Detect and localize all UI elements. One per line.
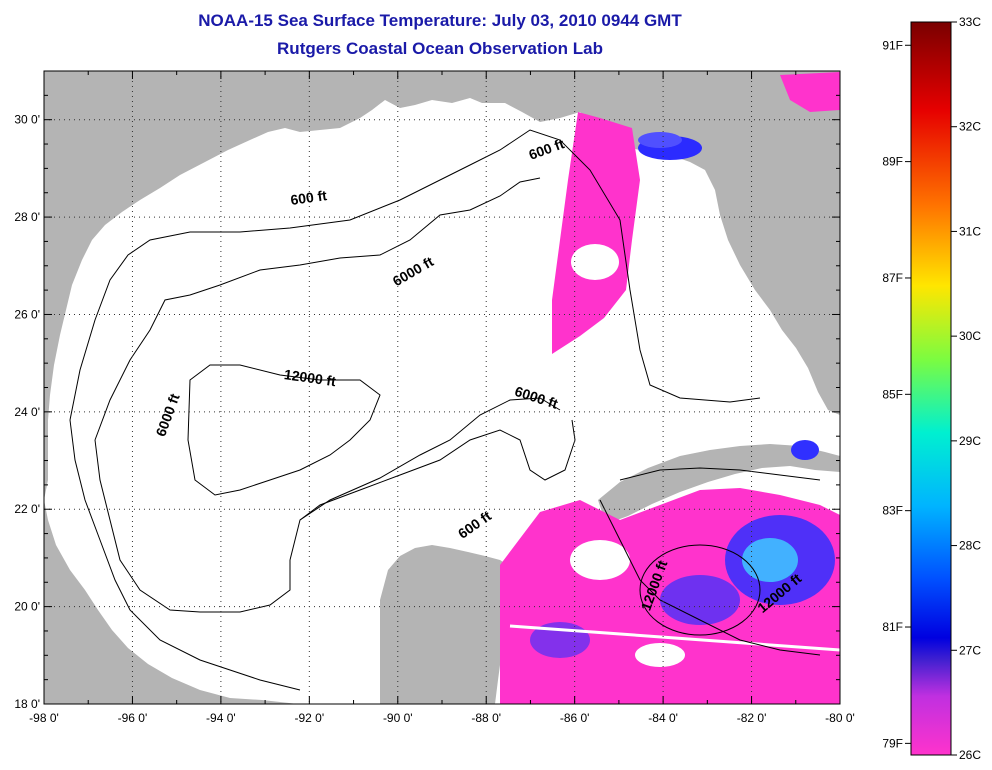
lon-tick-label: -80 0'	[825, 711, 855, 725]
colorbar-ticks: 33C 32C 31C 30C 29C 28C 27C 26C 91F 89F 87F 85F 83F 8…	[882, 15, 981, 762]
land-us-gulf-coast	[44, 71, 580, 500]
lon-tick-label: -96 0'	[118, 711, 148, 725]
colorbar-label-f: 81F	[882, 620, 903, 634]
colorbar-label-f: 89F	[882, 155, 903, 169]
colorbar-label-c: 31C	[959, 224, 981, 238]
bathymetry-contours	[69, 129, 821, 691]
lat-tick-label: 26 0'	[14, 307, 40, 321]
map-graticule	[44, 71, 840, 704]
lon-tick-label: -88 0'	[471, 711, 501, 725]
colorbar-label-c: 28C	[959, 539, 981, 553]
colorbar	[910, 21, 952, 756]
contour-label: 12000 ft	[283, 366, 337, 389]
axis-ticks	[43, 70, 841, 705]
map-title: NOAA-15 Sea Surface Temperature: July 03…	[198, 11, 682, 30]
land-cuba	[598, 444, 840, 524]
map-subtitle: Rutgers Coastal Ocean Observation Lab	[277, 39, 603, 58]
lat-tick-label: 18 0'	[14, 697, 40, 711]
land-mexico	[44, 500, 298, 704]
sst-data-swath	[500, 72, 840, 704]
colorbar-label-c: 29C	[959, 434, 981, 448]
colorbar-label-f: 87F	[882, 271, 903, 285]
lat-tick-label: 22 0'	[14, 502, 40, 516]
lon-tick-label: -84 0'	[648, 711, 678, 725]
colorbar-label-f: 85F	[882, 387, 903, 401]
colorbar-label-c: 26C	[959, 748, 981, 762]
lon-tick-label: -90 0'	[383, 711, 413, 725]
lat-tick-label: 28 0'	[14, 210, 40, 224]
axis-tick-labels: -98 0' -96 0' -94 0' -92 0' -90 0' -88 0' -86 …	[14, 113, 854, 725]
lon-tick-label: -98 0'	[29, 711, 59, 725]
lon-tick-label: -82 0'	[737, 711, 767, 725]
colorbar-label-c: 30C	[959, 329, 981, 343]
colorbar-label-c: 27C	[959, 643, 981, 657]
contour-12000ft	[187, 364, 381, 496]
colorbar-label-c: 33C	[959, 15, 981, 29]
land-florida	[580, 71, 840, 415]
colorbar-label-f: 91F	[882, 38, 903, 52]
colorbar-label-f: 79F	[882, 736, 903, 750]
lon-tick-label: -86 0'	[560, 711, 590, 725]
contour-6000ft	[94, 177, 821, 656]
land-yucatan	[380, 545, 514, 704]
lat-tick-label: 30 0'	[14, 113, 40, 127]
colorbar-label-f: 83F	[882, 504, 903, 518]
contour-label: 600 ft	[289, 187, 328, 208]
lon-tick-label: -92 0'	[295, 711, 325, 725]
lat-tick-label: 20 0'	[14, 600, 40, 614]
colorbar-label-c: 32C	[959, 120, 981, 134]
lat-tick-label: 24 0'	[14, 405, 40, 419]
lon-tick-label: -94 0'	[206, 711, 236, 725]
